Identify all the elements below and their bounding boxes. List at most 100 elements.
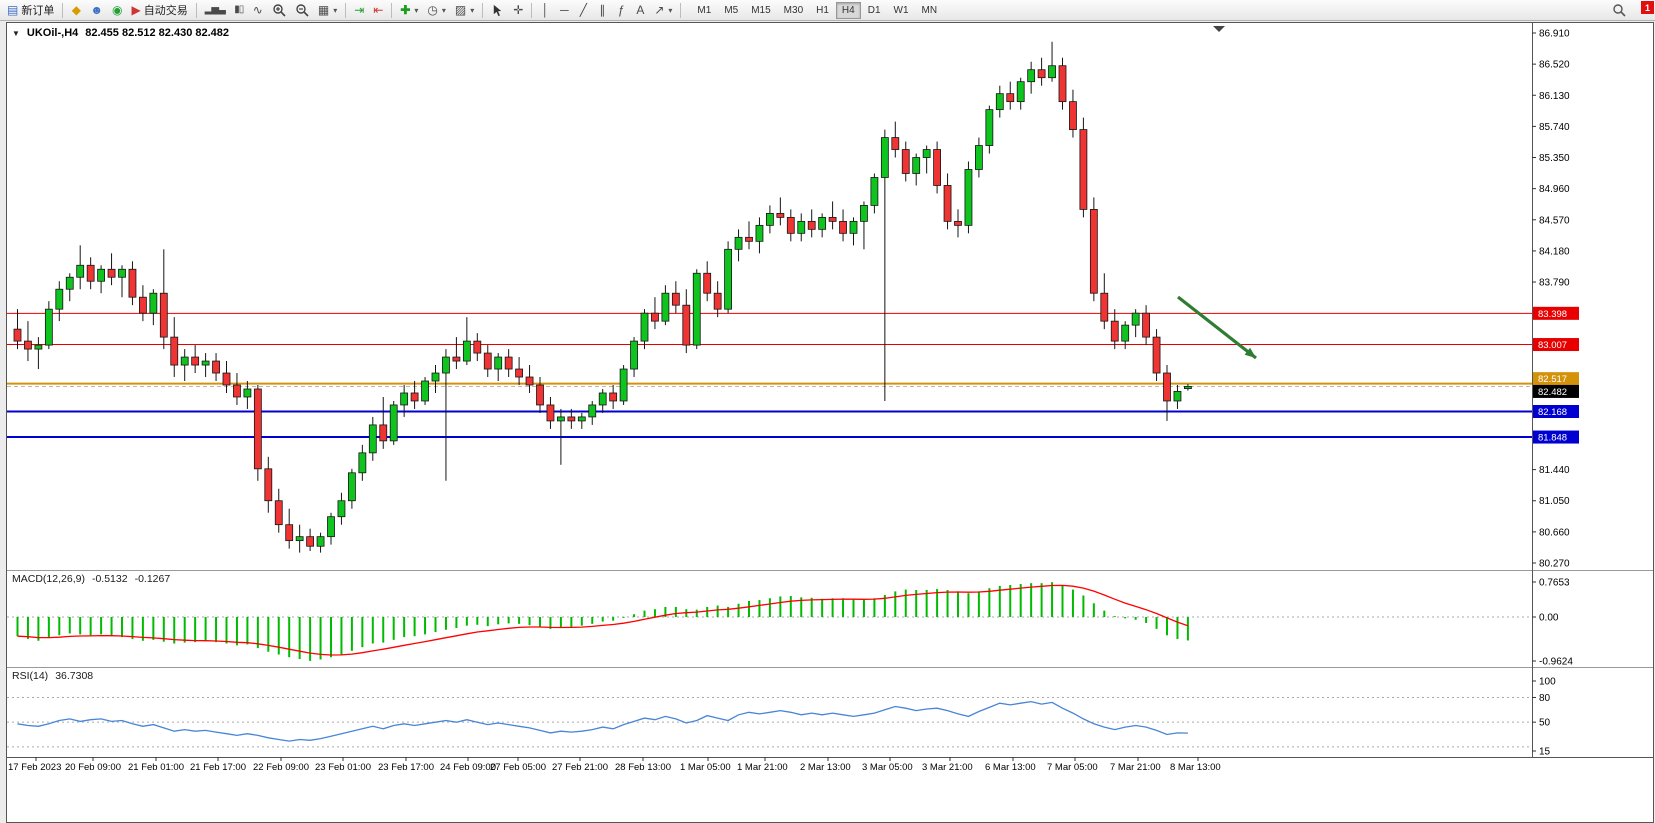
timeframe-H4[interactable]: H4	[835, 1, 861, 19]
svg-text:3 Mar 21:00: 3 Mar 21:00	[922, 762, 973, 773]
auto-scroll-button[interactable]: ⇥	[350, 1, 368, 19]
profile-button[interactable]: ☻	[86, 1, 107, 19]
svg-text:7 Mar 05:00: 7 Mar 05:00	[1047, 762, 1098, 773]
svg-text:86.130: 86.130	[1539, 91, 1570, 102]
templates-button[interactable]: ▨ ▾	[451, 1, 478, 19]
svg-text:-0.9624: -0.9624	[1539, 657, 1573, 668]
indicators-button[interactable]: ✚ ▾	[396, 1, 422, 19]
timeframe-MN[interactable]: MN	[916, 2, 944, 19]
zoom-in-button[interactable]	[268, 1, 290, 19]
chart-area[interactable]: 86.910 86.520 86.130 85.740 85.350 84.960 84.5…	[6, 22, 1654, 823]
candlestick-series	[13, 41, 1192, 553]
svg-text:80.270: 80.270	[1539, 559, 1570, 570]
community-button[interactable]: ◉	[108, 1, 126, 19]
svg-text:21 Feb 01:00: 21 Feb 01:00	[128, 762, 184, 773]
trend-arrow[interactable]	[1177, 295, 1257, 360]
svg-text:20 Feb 09:00: 20 Feb 09:00	[65, 762, 121, 773]
svg-text:24 Feb 09:00: 24 Feb 09:00	[440, 762, 496, 773]
svg-text:84.180: 84.180	[1539, 246, 1570, 257]
price-chart-canvas[interactable]: 86.910 86.520 86.130 85.740 85.350 84.960 84.5…	[7, 23, 1653, 821]
svg-text:27 Feb 21:00: 27 Feb 21:00	[552, 762, 608, 773]
svg-text:0.7653: 0.7653	[1539, 578, 1570, 589]
svg-text:6 Mar 13:00: 6 Mar 13:00	[985, 762, 1036, 773]
macd-value-main: -0.5132	[91, 573, 128, 585]
candlestick-button[interactable]: ▮▯	[230, 1, 248, 19]
trendline-button[interactable]: ╱	[574, 1, 592, 19]
level-lines[interactable]	[7, 312, 1532, 439]
arrows-tool-button[interactable]: ↗ ▾	[650, 1, 676, 19]
timeframe-D1[interactable]: D1	[862, 2, 887, 19]
svg-text:83.007: 83.007	[1538, 340, 1567, 351]
svg-text:86.520: 86.520	[1539, 60, 1570, 71]
dropdown-arrow-icon: ▾	[668, 5, 673, 15]
svg-text:83.790: 83.790	[1539, 278, 1570, 289]
svg-text:81.050: 81.050	[1539, 496, 1570, 507]
svg-text:83.398: 83.398	[1538, 309, 1567, 320]
symbol-period-label: UKOil-,H4	[26, 27, 79, 39]
current-price-badge: 82.482	[1533, 384, 1579, 398]
timeframe-M15[interactable]: M15	[745, 2, 776, 19]
chart-collapse-icon[interactable]: ▼	[12, 28, 20, 38]
cursor-button[interactable]	[487, 1, 508, 19]
toolbar-right	[1608, 1, 1652, 19]
time-axis[interactable]: 17 Feb 2023 20 Feb 09:00 21 Feb 01:00 21 Fe…	[8, 757, 1221, 773]
tile-windows-button[interactable]: ▦ ▾	[314, 1, 341, 19]
timeframe-M5[interactable]: M5	[718, 2, 744, 19]
svg-text:22 Feb 09:00: 22 Feb 09:00	[253, 762, 309, 773]
zoom-out-button[interactable]	[291, 1, 313, 19]
vertical-line-button[interactable]: │	[536, 1, 554, 19]
macd-value-signal: -0.1267	[134, 573, 171, 585]
trendline-icon: ╱	[579, 3, 587, 17]
arrows-tool-icon: ↗	[654, 3, 665, 17]
crosshair-button[interactable]: ✛	[509, 1, 527, 19]
market-icon: ◆	[71, 3, 81, 17]
svg-text:85.350: 85.350	[1539, 153, 1570, 164]
svg-text:82.482: 82.482	[1538, 387, 1567, 398]
horizontal-line-button[interactable]: ─	[555, 1, 573, 19]
fibonacci-button[interactable]: ƒ	[612, 1, 630, 19]
svg-text:0.00: 0.00	[1539, 612, 1559, 623]
svg-text:81.440: 81.440	[1539, 465, 1570, 476]
autotrade-button[interactable]: ▶ 自动交易	[127, 1, 191, 19]
svg-text:85.740: 85.740	[1539, 122, 1570, 133]
indicators-icon: ✚	[400, 3, 411, 17]
autotrade-label: 自动交易	[143, 5, 188, 17]
text-tool-button[interactable]: A	[631, 1, 649, 19]
channel-button[interactable]: ∥	[593, 1, 611, 19]
text-tool-icon: A	[636, 3, 645, 17]
periods-button[interactable]: ◷ ▾	[423, 1, 450, 19]
auto-scroll-icon: ⇥	[354, 3, 365, 17]
timeframe-M1[interactable]: M1	[691, 2, 717, 19]
bar-chart-button[interactable]: ▂▅▃	[201, 1, 229, 19]
toolbar-separator	[195, 2, 197, 18]
rsi-value: 36.7308	[55, 670, 94, 682]
price-badge-81.848: 81.848	[1533, 430, 1579, 444]
community-icon: ◉	[111, 3, 123, 17]
rsi-label: RSI(14) 36.7308	[12, 670, 93, 682]
timeframe-H1[interactable]: H1	[810, 2, 835, 19]
svg-text:82.517: 82.517	[1538, 374, 1567, 385]
svg-text:1 Mar 05:00: 1 Mar 05:00	[680, 762, 731, 773]
price-axis[interactable]: 86.910 86.520 86.130 85.740 85.350 84.960 84.5…	[1532, 29, 1573, 758]
svg-text:15: 15	[1539, 747, 1551, 758]
search-button[interactable]	[1608, 1, 1630, 19]
svg-text:2 Mar 13:00: 2 Mar 13:00	[800, 762, 851, 773]
svg-text:80: 80	[1539, 693, 1551, 704]
price-badge-82.168: 82.168	[1533, 405, 1579, 419]
timeframe-W1[interactable]: W1	[888, 2, 915, 19]
tile-windows-icon: ▦	[317, 3, 330, 17]
dropdown-arrow-icon: ▾	[441, 5, 446, 15]
market-button[interactable]: ◆	[67, 1, 85, 19]
crosshair-icon: ✛	[513, 3, 524, 17]
line-chart-icon: ∿	[252, 3, 263, 17]
line-chart-button[interactable]: ∿	[249, 1, 267, 19]
notification-badge[interactable]: 1	[1641, 1, 1654, 14]
svg-text:8 Mar 13:00: 8 Mar 13:00	[1170, 762, 1221, 773]
toolbar-separator	[482, 2, 484, 18]
new-order-button[interactable]: ▤ 新订单	[3, 1, 58, 19]
svg-text:17 Feb 2023: 17 Feb 2023	[8, 762, 61, 773]
chart-shift-button[interactable]: ⇤	[369, 1, 387, 19]
chart-shift-marker[interactable]	[1213, 26, 1225, 32]
timeframe-M30[interactable]: M30	[778, 2, 809, 19]
svg-text:3 Mar 05:00: 3 Mar 05:00	[862, 762, 913, 773]
